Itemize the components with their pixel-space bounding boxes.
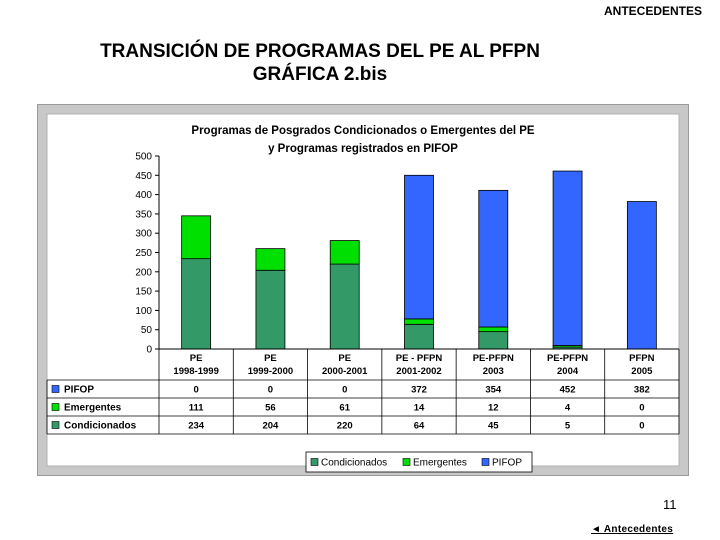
data-label: 372 bbox=[411, 385, 427, 396]
y-tick-label: 250 bbox=[135, 248, 152, 259]
table-series-label: PIFOP bbox=[64, 385, 94, 396]
data-label: 0 bbox=[268, 385, 273, 396]
table-legend-key bbox=[51, 385, 60, 393]
table-legend-key bbox=[51, 421, 60, 429]
bar-pifop bbox=[478, 189, 509, 328]
bar-condicionados bbox=[255, 269, 286, 350]
bar-emergentes bbox=[181, 215, 212, 260]
x-tick-label: 2004 bbox=[557, 366, 579, 377]
x-tick-label: 2001-2002 bbox=[396, 366, 441, 377]
legend-box bbox=[305, 451, 533, 473]
bar-pifop bbox=[552, 170, 583, 346]
chart-svg: Programas de Posgrados Condicionados o E… bbox=[46, 113, 680, 473]
slide-title-line2: GRÁFICA 2.bis bbox=[252, 64, 388, 85]
page-number: 11 bbox=[663, 497, 677, 512]
x-tick-label: 1998-1999 bbox=[173, 366, 218, 377]
bar-condicionados bbox=[329, 263, 360, 350]
data-label: 0 bbox=[639, 403, 644, 414]
legend-swatch bbox=[402, 458, 411, 466]
bar-emergentes bbox=[255, 248, 286, 271]
y-tick-label: 50 bbox=[141, 325, 153, 336]
legend-label: Emergentes bbox=[413, 458, 467, 469]
x-tick-label: PFPN bbox=[629, 353, 654, 364]
bar-pifop bbox=[626, 201, 657, 350]
data-label: 220 bbox=[337, 421, 353, 432]
y-tick-label: 100 bbox=[135, 306, 152, 317]
data-label: 4 bbox=[565, 403, 571, 414]
y-tick-label: 0 bbox=[146, 345, 152, 356]
data-label: 5 bbox=[565, 421, 571, 432]
data-label: 12 bbox=[488, 403, 499, 414]
data-label: 234 bbox=[188, 421, 205, 432]
x-tick-label: 1999-2000 bbox=[248, 366, 293, 377]
bar-pifop bbox=[404, 174, 434, 320]
chart-title-line1: Programas de Posgrados Condicionados o E… bbox=[191, 125, 534, 137]
data-label: 56 bbox=[265, 403, 276, 414]
x-tick-label: PE-PFPN bbox=[473, 353, 514, 364]
bar-condicionados bbox=[478, 331, 509, 350]
x-tick-label: PE bbox=[338, 353, 351, 364]
data-label: 452 bbox=[560, 385, 576, 396]
table-legend-key bbox=[51, 403, 60, 411]
chart-frame: Programas de Posgrados Condicionados o E… bbox=[37, 104, 689, 476]
data-label: 204 bbox=[262, 421, 279, 432]
x-tick-label: 2003 bbox=[483, 366, 504, 377]
x-tick-label: PE - PFPN bbox=[396, 353, 443, 364]
x-tick-label: PE bbox=[190, 353, 203, 364]
x-tick-label: 2000-2001 bbox=[322, 366, 368, 377]
chart-title-line2: y Programas registrados en PIFOP bbox=[268, 143, 458, 155]
table-series-label: Emergentes bbox=[64, 403, 122, 414]
legend-label: Condicionados bbox=[321, 458, 387, 469]
bar-emergentes bbox=[329, 240, 360, 265]
section-header: ANTECEDENTES bbox=[603, 4, 702, 18]
legend-swatch bbox=[481, 458, 490, 466]
slide-title: TRANSICIÓN DE PROGRAMAS DEL PE AL PFPN G… bbox=[0, 40, 720, 86]
data-label: 0 bbox=[342, 385, 347, 396]
legend-label: PIFOP bbox=[492, 458, 522, 469]
y-tick-label: 350 bbox=[135, 209, 152, 220]
data-label: 111 bbox=[189, 403, 205, 414]
bar-condicionados bbox=[404, 323, 434, 350]
bar-emergentes bbox=[404, 318, 434, 325]
legend-swatch bbox=[310, 458, 319, 466]
y-tick-label: 400 bbox=[135, 190, 152, 201]
bar-condicionados bbox=[181, 258, 212, 350]
x-tick-label: 2005 bbox=[631, 366, 653, 377]
data-label: 382 bbox=[634, 385, 650, 396]
data-label: 14 bbox=[414, 403, 425, 414]
y-tick-label: 200 bbox=[135, 267, 152, 278]
data-label: 61 bbox=[339, 403, 350, 414]
bar-emergentes bbox=[478, 326, 509, 333]
y-tick-label: 150 bbox=[135, 287, 152, 298]
y-tick-label: 500 bbox=[135, 152, 152, 163]
x-tick-label: PE-PFPN bbox=[547, 353, 588, 364]
table-series-label: Condicionados bbox=[64, 421, 137, 432]
slide-title-line1: TRANSICIÓN DE PROGRAMAS DEL PE AL PFPN bbox=[100, 41, 540, 62]
data-label: 45 bbox=[488, 421, 499, 432]
data-label: 0 bbox=[193, 385, 198, 396]
back-link[interactable]: ◄ Antecedentes bbox=[591, 524, 674, 535]
y-tick-label: 450 bbox=[135, 171, 152, 182]
data-label: 354 bbox=[485, 385, 502, 396]
data-label: 64 bbox=[414, 421, 425, 432]
y-tick-label: 300 bbox=[135, 229, 152, 240]
data-label: 0 bbox=[639, 421, 644, 432]
x-tick-label: PE bbox=[264, 353, 277, 364]
